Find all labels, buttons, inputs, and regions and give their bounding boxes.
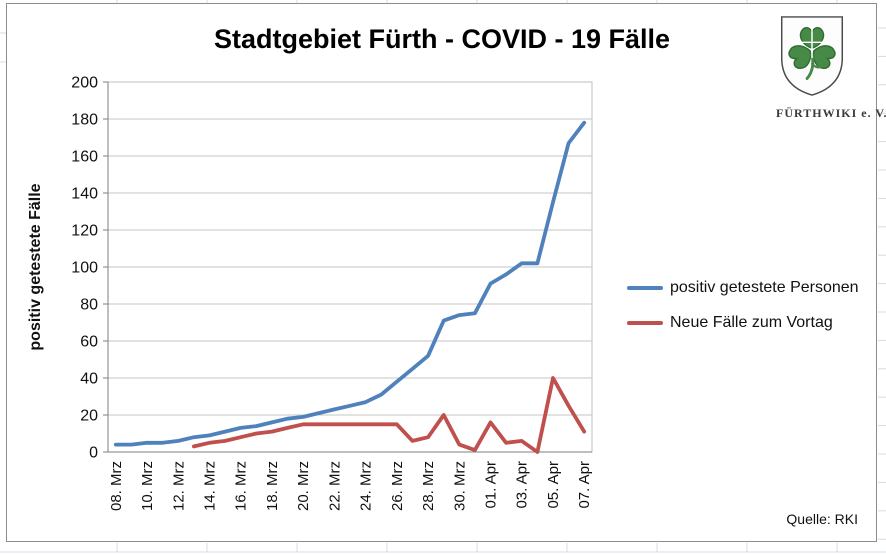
- x-tick-label: 20. Mrz: [295, 461, 312, 511]
- clover-shield-icon: [780, 16, 844, 96]
- x-tick-label: 16. Mrz: [233, 461, 250, 511]
- x-tick-label: 01. Apr: [483, 461, 500, 509]
- y-tick-label: 160: [71, 149, 98, 166]
- x-tick-label: 18. Mrz: [264, 461, 281, 511]
- source-note: Quelle: RKI: [786, 511, 858, 527]
- legend-line-sample-red-icon: [627, 320, 663, 325]
- x-tick-label: 22. Mrz: [326, 461, 343, 511]
- x-tick-label: 12. Mrz: [170, 461, 187, 511]
- y-tick-label: 120: [71, 223, 98, 240]
- y-tick-label: 180: [71, 112, 98, 129]
- legend-label-positiv: positiv getestete Personen: [670, 278, 859, 296]
- legend: positiv getestete Personen Neue Fälle zu…: [627, 277, 859, 347]
- x-tick-label: 07. Apr: [576, 461, 593, 509]
- chart-title: Stadtgebiet Fürth - COVID - 19 Fälle: [213, 24, 671, 54]
- y-tick-label: 20: [80, 408, 98, 425]
- legend-label-neue-faelle: Neue Fälle zum Vortag: [670, 313, 833, 331]
- x-tick-label: 28. Mrz: [420, 461, 437, 511]
- y-tick-label: 140: [71, 186, 98, 203]
- x-tick-label: 26. Mrz: [389, 461, 406, 511]
- x-tick-label: 05. Apr: [545, 461, 562, 509]
- x-tick-label: 14. Mrz: [201, 461, 218, 511]
- y-tick-label: 80: [80, 297, 98, 314]
- x-tick-label: 03. Apr: [514, 461, 531, 509]
- y-axis-title: positiv getestete Fälle: [27, 183, 44, 351]
- y-tick-label: 60: [80, 334, 98, 351]
- legend-entry-neue-faelle: Neue Fälle zum Vortag: [627, 312, 859, 333]
- x-tick-label: 08. Mrz: [108, 461, 125, 511]
- y-tick-label: 100: [71, 260, 98, 277]
- legend-entry-positiv: positiv getestete Personen: [627, 277, 859, 298]
- x-tick-label: 24. Mrz: [358, 461, 375, 511]
- y-tick-label: 0: [89, 445, 98, 462]
- series-line-0: [113, 120, 587, 447]
- y-tick-label: 200: [71, 75, 98, 92]
- fuerthwiki-logo: FÜRTHWIKI e. V.: [776, 14, 886, 121]
- series-line-1: [191, 376, 587, 454]
- y-tick-label: 40: [80, 371, 98, 388]
- legend-line-sample-blue-icon: [627, 285, 663, 290]
- x-tick-label: 10. Mrz: [139, 461, 156, 511]
- x-tick-label: 30. Mrz: [451, 461, 468, 511]
- logo-caption: FÜRTHWIKI e. V.: [776, 106, 886, 120]
